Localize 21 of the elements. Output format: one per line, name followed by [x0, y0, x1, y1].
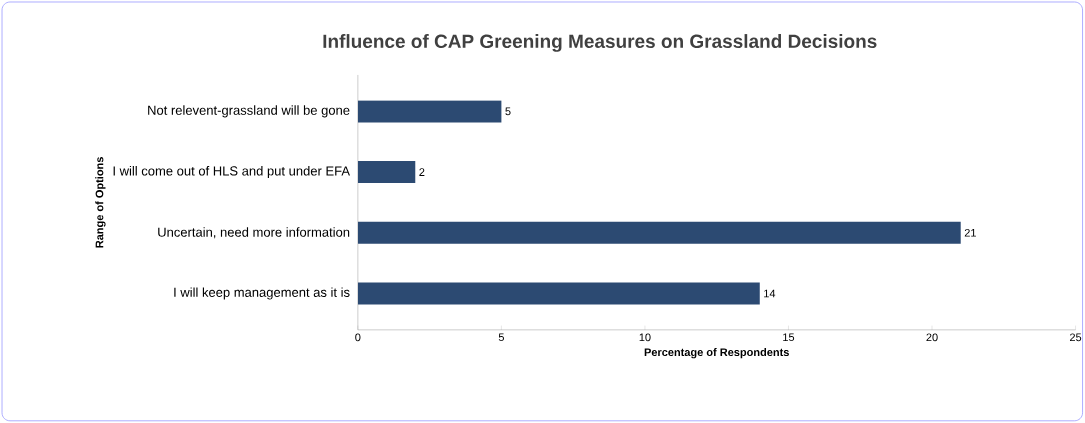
y-tick-label: Uncertain, need more information	[158, 227, 350, 239]
x-tick-label: 10	[639, 333, 651, 342]
y-tick-label: I will keep management as it is	[174, 287, 350, 300]
bar	[357, 100, 502, 123]
x-tick-label: 20	[926, 333, 938, 342]
y-tick-label: Not relevent-grassland will be gone	[148, 105, 350, 118]
bar	[357, 221, 961, 244]
x-tick-label: 0	[355, 333, 361, 342]
x-axis-title: Percentage of Respondents	[644, 348, 789, 359]
data-label: 2	[419, 168, 425, 176]
x-tick-label: 5	[498, 333, 504, 342]
bar	[357, 161, 416, 184]
data-label: 21	[964, 229, 976, 237]
chart-title: Influence of CAP Greening Measures on Grassland Decisions	[323, 34, 877, 52]
y-tick-label: I will come out of HLS and put under EFA	[113, 166, 351, 179]
bar	[357, 282, 760, 305]
y-axis-title: Range of Options	[95, 157, 106, 248]
x-tick-label: 15	[783, 333, 795, 342]
x-tick-label: 25	[1069, 333, 1082, 342]
data-label: 5	[505, 107, 511, 116]
data-label: 14	[764, 289, 776, 298]
